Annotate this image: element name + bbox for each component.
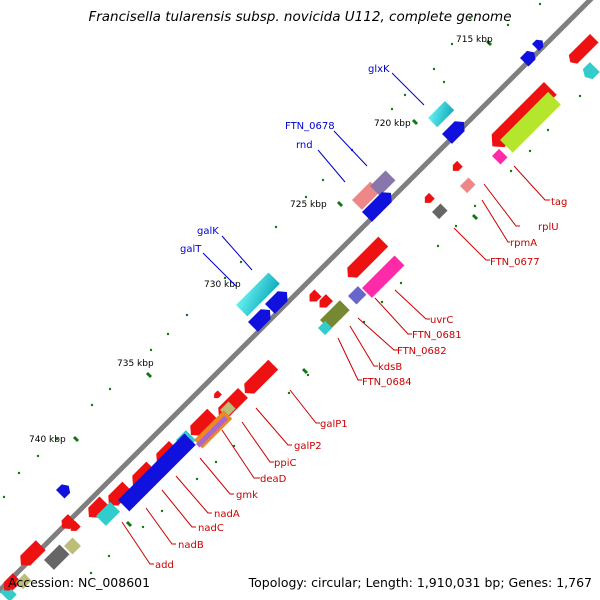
gene-feature bbox=[118, 433, 196, 512]
gene-feature bbox=[196, 415, 228, 448]
gene-feature bbox=[491, 82, 557, 148]
gene-feature bbox=[500, 91, 561, 153]
gene-feature bbox=[214, 390, 222, 399]
gene-feature bbox=[236, 272, 280, 317]
gene-label-nadC: nadC bbox=[198, 523, 224, 534]
tick-label: 730 kbp bbox=[204, 280, 241, 290]
gene-feature bbox=[4, 588, 17, 600]
gene-feature bbox=[70, 520, 81, 531]
genome-summary-text: Topology: circular; Length: 1,910,031 bp… bbox=[248, 575, 592, 590]
gene-label-FTN_0678: FTN_0678 bbox=[285, 121, 335, 132]
tick-mark bbox=[125, 520, 133, 528]
gene-label-kdsB: kdsB bbox=[378, 362, 402, 373]
gene-feature bbox=[442, 121, 465, 144]
gene-feature bbox=[370, 170, 396, 196]
accession-text: Accession: NC_008601 bbox=[8, 575, 151, 590]
gene-label-ppiC: ppiC bbox=[274, 458, 296, 469]
forward-features bbox=[0, 39, 544, 598]
gene-feature bbox=[96, 501, 121, 526]
tick-label: 715 kbp bbox=[456, 35, 493, 45]
gene-label-deaD: deaD bbox=[260, 474, 287, 485]
gene-feature bbox=[248, 309, 271, 332]
gene-feature bbox=[424, 192, 435, 203]
gene-feature bbox=[320, 300, 350, 330]
reverse-leader-lines bbox=[121, 165, 550, 565]
gene-feature bbox=[244, 359, 279, 394]
gene-feature bbox=[265, 291, 288, 314]
gene-feature bbox=[362, 255, 405, 298]
gene-feature bbox=[64, 537, 81, 555]
tick-label: 725 kbp bbox=[290, 200, 327, 210]
gene-feature bbox=[362, 192, 392, 222]
gene-label-rpmA: rpmA bbox=[510, 238, 537, 249]
map-title: Francisella tularensis subsp. novicida U… bbox=[88, 9, 512, 25]
gene-feature bbox=[520, 50, 536, 67]
gene-feature bbox=[15, 573, 32, 590]
gene-feature bbox=[348, 286, 367, 305]
gene-label-FTN_0677: FTN_0677 bbox=[490, 257, 540, 268]
gene-label-uvrC: uvrC bbox=[430, 315, 453, 326]
scale-dots-forward bbox=[2, 2, 542, 499]
gene-feature bbox=[460, 177, 476, 194]
gene-feature bbox=[582, 62, 600, 80]
gene-label-FTN_0682: FTN_0682 bbox=[397, 346, 447, 357]
tick-mark bbox=[336, 200, 344, 208]
gene-feature bbox=[190, 408, 218, 436]
gene-feature bbox=[56, 484, 71, 499]
gene-feature bbox=[132, 461, 157, 486]
tick-mark bbox=[145, 371, 153, 379]
reverse-features bbox=[3, 33, 600, 600]
gene-feature bbox=[44, 544, 70, 570]
gene-label-add: add bbox=[155, 560, 174, 571]
gene-feature bbox=[532, 39, 544, 52]
gene-label-nadA: nadA bbox=[214, 509, 240, 520]
tick-mark bbox=[72, 435, 80, 443]
gene-label-glxK: glxK bbox=[368, 64, 390, 75]
gene-label-nadB: nadB bbox=[178, 540, 204, 551]
gene-feature bbox=[108, 481, 133, 506]
gene-label-FTN_0684: FTN_0684 bbox=[362, 377, 412, 388]
gene-feature bbox=[309, 289, 322, 302]
gene-label-galP2: galP2 bbox=[294, 441, 322, 452]
gene-feature bbox=[568, 33, 599, 64]
gene-feature bbox=[20, 540, 46, 566]
tick-label: 740 kbp bbox=[29, 435, 66, 445]
gene-label-gmk: gmk bbox=[236, 490, 258, 501]
gene-label-FTN_0681: FTN_0681 bbox=[412, 330, 462, 341]
tick-mark bbox=[301, 367, 309, 375]
scale-dots-reverse bbox=[89, 94, 582, 575]
gene-label-galT: galT bbox=[180, 244, 202, 255]
gene-label-galK: galK bbox=[197, 226, 219, 237]
gene-feature bbox=[347, 236, 389, 278]
gene-feature bbox=[492, 148, 508, 165]
tick-mark bbox=[485, 39, 493, 47]
tick-label: 735 kbp bbox=[117, 359, 154, 369]
gene-label-rnd: rnd bbox=[296, 140, 313, 151]
gene-feature bbox=[432, 203, 448, 220]
gene-feature bbox=[318, 320, 333, 336]
gene-feature bbox=[3, 573, 22, 591]
gene-label-tag: tag bbox=[551, 197, 567, 208]
gene-feature bbox=[88, 496, 110, 518]
forward-leader-lines bbox=[202, 72, 425, 287]
gene-feature bbox=[452, 160, 463, 171]
tick-mark bbox=[411, 118, 419, 126]
gene-feature bbox=[319, 294, 333, 308]
gene-label-galP1: galP1 bbox=[320, 419, 348, 430]
tick-label: 720 kbp bbox=[374, 119, 411, 129]
gene-feature bbox=[428, 101, 455, 128]
tick-mark bbox=[471, 213, 479, 221]
gene-label-rplU: rplU bbox=[538, 222, 559, 233]
